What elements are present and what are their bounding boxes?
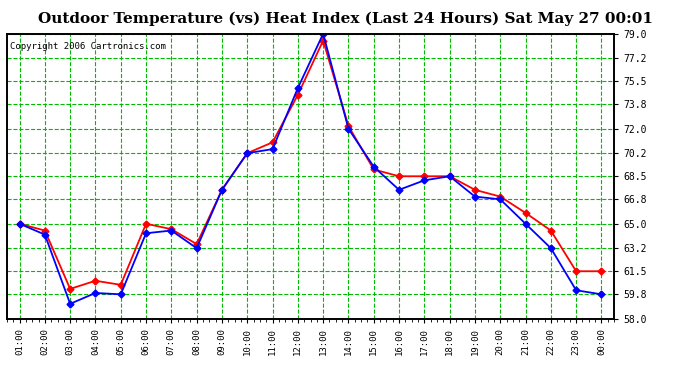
Text: Copyright 2006 Cartronics.com: Copyright 2006 Cartronics.com bbox=[10, 42, 166, 51]
Text: Outdoor Temperature (vs) Heat Index (Last 24 Hours) Sat May 27 00:01: Outdoor Temperature (vs) Heat Index (Las… bbox=[37, 11, 653, 26]
